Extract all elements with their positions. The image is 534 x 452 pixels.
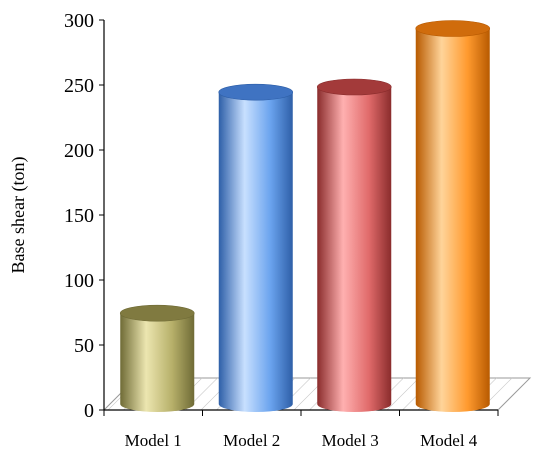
y-tick-label: 200 (64, 140, 94, 162)
bar-top (316, 78, 392, 96)
bar-top (415, 20, 491, 37)
x-tick-label: Model 4 (420, 431, 478, 450)
y-tick-label: 100 (64, 270, 94, 292)
y-tick-label: 50 (74, 335, 94, 357)
bar-model-1 (119, 304, 195, 412)
bar-model-3 (316, 78, 392, 412)
x-ticks: Model 1 Model 2 Model 3 Model 4 (103, 410, 499, 450)
bar-top (218, 83, 294, 101)
y-tick-label: 250 (64, 75, 94, 97)
floor-hatch-line (386, 377, 420, 411)
y-ticks: 0 50 100 150 200 250 300 (64, 10, 104, 422)
bar-body (415, 28, 490, 412)
bar-body (317, 87, 392, 412)
y-tick-label: 150 (64, 205, 94, 227)
bar-top (119, 304, 195, 322)
bars (119, 20, 491, 412)
x-tick-label: Model 1 (125, 431, 182, 450)
y-tick-label: 0 (84, 400, 94, 422)
bar-model-2 (218, 83, 294, 412)
bar-model-4 (415, 20, 491, 412)
bar-body (120, 313, 195, 412)
bar-body (218, 92, 293, 412)
x-tick-label: Model 2 (223, 431, 280, 450)
y-tick-label: 300 (64, 10, 94, 32)
x-tick-label: Model 3 (322, 431, 379, 450)
y-axis-title: Base shear (ton) (8, 157, 29, 274)
